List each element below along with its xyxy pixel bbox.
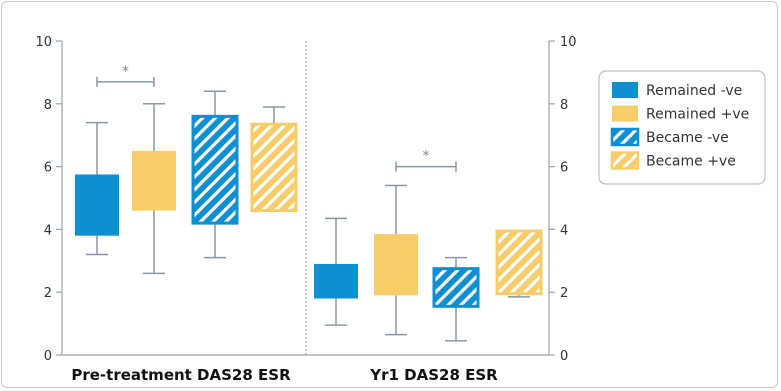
- left-tick-label: 4: [44, 223, 52, 238]
- box-remained-ve: [132, 150, 176, 211]
- box-remained-ve: [75, 174, 119, 236]
- legend-label: Became +ve: [646, 154, 736, 170]
- box-remained-ve: [314, 263, 358, 299]
- box-became-ve: [495, 229, 543, 296]
- group-label: Pre-treatment DAS28 ESR: [71, 366, 291, 384]
- legend-label: Remained -ve: [646, 83, 742, 99]
- legend-label: Remained +ve: [646, 107, 749, 123]
- right-tick-label: 0: [560, 349, 568, 364]
- legend-box: [598, 70, 766, 185]
- left-tick-label: 6: [44, 161, 52, 176]
- legend-swatch: [612, 105, 638, 122]
- left-tick-label: 8: [44, 98, 52, 113]
- right-tick-label: 6: [560, 161, 568, 176]
- legend-swatch: [610, 127, 640, 147]
- significance-star: *: [122, 64, 129, 80]
- box-became-ve: [191, 114, 239, 225]
- left-tick-label: 10: [35, 35, 52, 50]
- right-tick-label: 4: [560, 223, 568, 238]
- right-tick-label: 10: [560, 35, 577, 50]
- box-became-ve: [250, 122, 298, 213]
- box-remained-ve: [374, 234, 418, 296]
- left-tick-label: 0: [44, 349, 52, 364]
- significance-star: *: [423, 149, 430, 165]
- legend-swatch: [612, 82, 638, 98]
- legend-label: Became -ve: [646, 130, 729, 146]
- group-label: Yr1 DAS28 ESR: [369, 366, 498, 384]
- right-tick-label: 8: [560, 98, 568, 113]
- left-tick-label: 2: [44, 286, 52, 301]
- legend-swatch: [610, 151, 640, 170]
- box-became-ve: [432, 267, 480, 308]
- right-tick-label: 2: [560, 286, 568, 301]
